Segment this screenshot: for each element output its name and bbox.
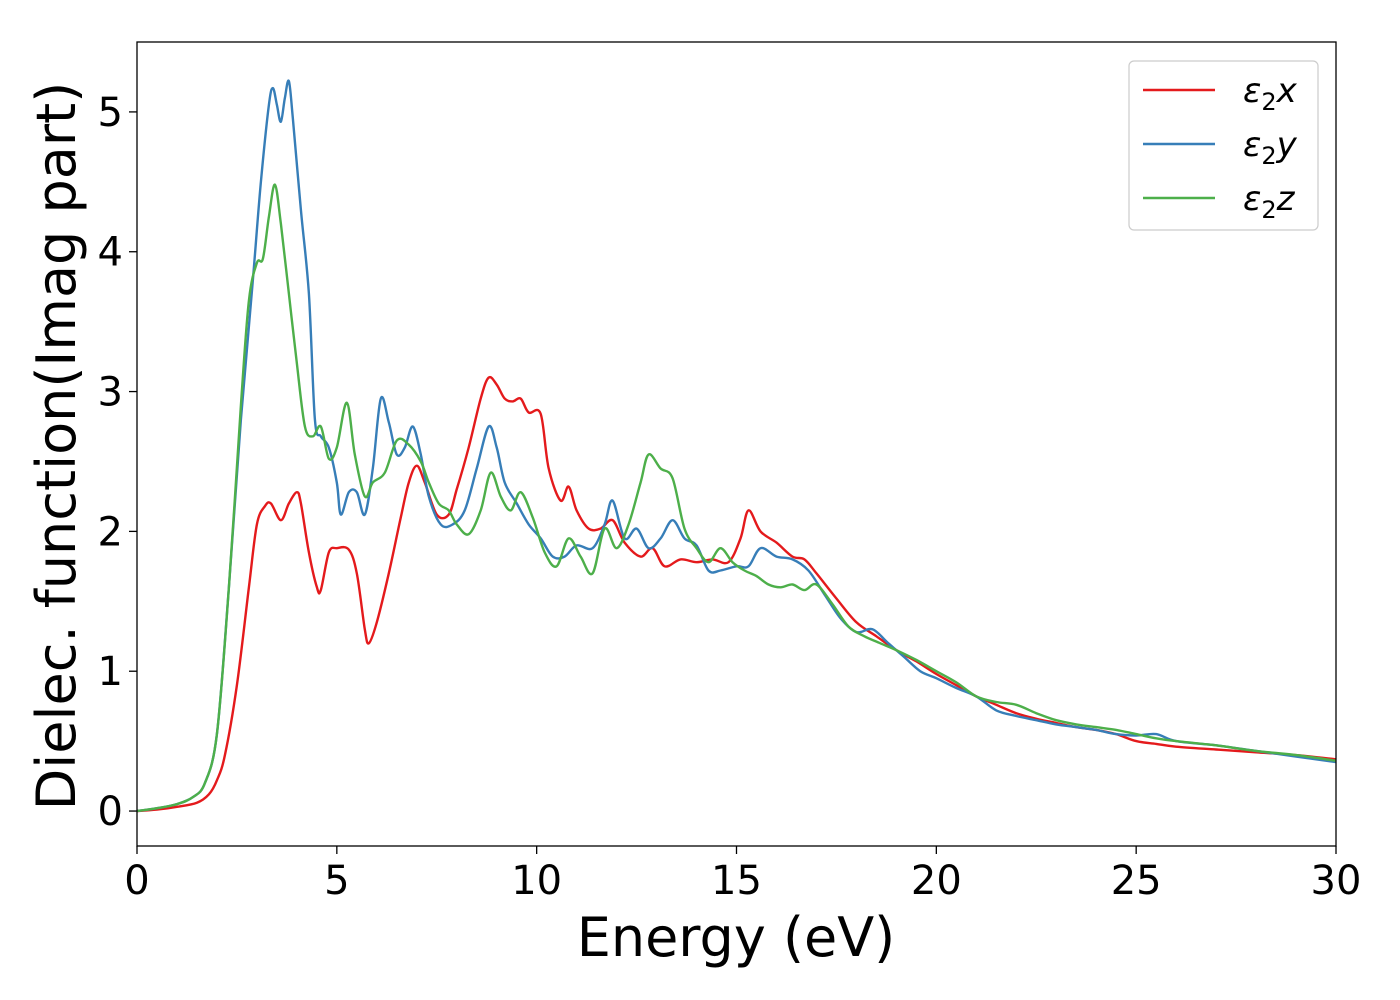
x-axis-label: Energy (eV) [577, 906, 896, 969]
legend-symbol: ε [1243, 71, 1261, 111]
x-axis-ticks: 0 5 10 15 20 25 30 [124, 846, 1361, 904]
legend-subscript: 2 [1261, 142, 1276, 170]
legend-variable: z [1276, 179, 1296, 219]
series-line-y [136, 79, 1337, 813]
y-tick-label: 1 [98, 649, 123, 695]
series-lines [136, 79, 1337, 813]
legend-symbol: ε [1243, 179, 1261, 219]
x-tick-label: 15 [711, 858, 762, 904]
legend-label-y: ε2y [1243, 125, 1298, 170]
y-axis-label: Dielec. function(Imag part) [25, 82, 88, 811]
y-tick-label: 0 [98, 789, 123, 835]
x-tick-label: 10 [511, 858, 562, 904]
legend-label-x: ε2x [1243, 71, 1298, 116]
legend-label-z: ε2z [1243, 179, 1296, 224]
y-axis-ticks: 0 1 2 3 4 5 [98, 90, 137, 835]
legend-symbol: ε [1243, 125, 1261, 165]
legend-variable: y [1276, 125, 1298, 165]
x-tick-label: 0 [124, 858, 149, 904]
legend-frame [1128, 60, 1319, 231]
series-line-z [136, 183, 1337, 813]
legend-subscript: 2 [1261, 196, 1276, 224]
legend-variable: x [1276, 71, 1298, 111]
x-tick-label: 25 [1111, 858, 1162, 904]
y-tick-label: 4 [98, 230, 123, 276]
y-tick-label: 2 [98, 509, 123, 555]
legend-subscript: 2 [1261, 88, 1276, 116]
y-tick-label: 3 [98, 370, 123, 416]
x-tick-label: 5 [324, 858, 349, 904]
x-tick-label: 20 [911, 858, 962, 904]
x-tick-label: 30 [1311, 858, 1362, 904]
y-tick-label: 5 [98, 90, 123, 136]
